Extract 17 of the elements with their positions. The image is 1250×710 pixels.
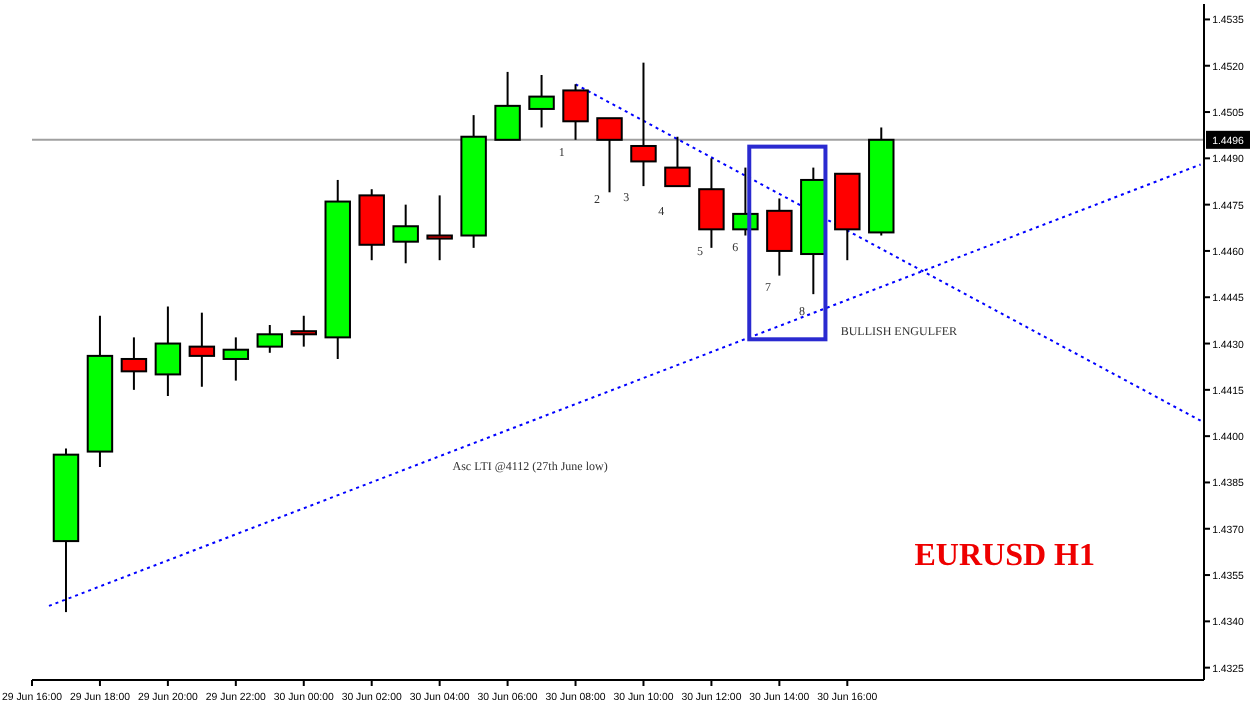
candlestick: [392, 203, 419, 265]
candlestick: [222, 336, 250, 382]
candlestick: [664, 135, 691, 188]
candlestick: [766, 197, 793, 277]
candlestick: [154, 305, 182, 398]
candlestick: [494, 70, 521, 141]
candlestick: [120, 336, 148, 391]
text: EURUSD H1: [914, 539, 1095, 574]
candlestick: [596, 117, 623, 194]
candlestick: [528, 74, 555, 129]
candlestick: [426, 194, 453, 262]
candlestick: [698, 157, 725, 249]
candlestick: [256, 324, 284, 354]
candlestick: [630, 61, 657, 188]
candlestick: [188, 311, 216, 388]
candlestick: [562, 83, 589, 141]
candlestick: [290, 314, 317, 348]
